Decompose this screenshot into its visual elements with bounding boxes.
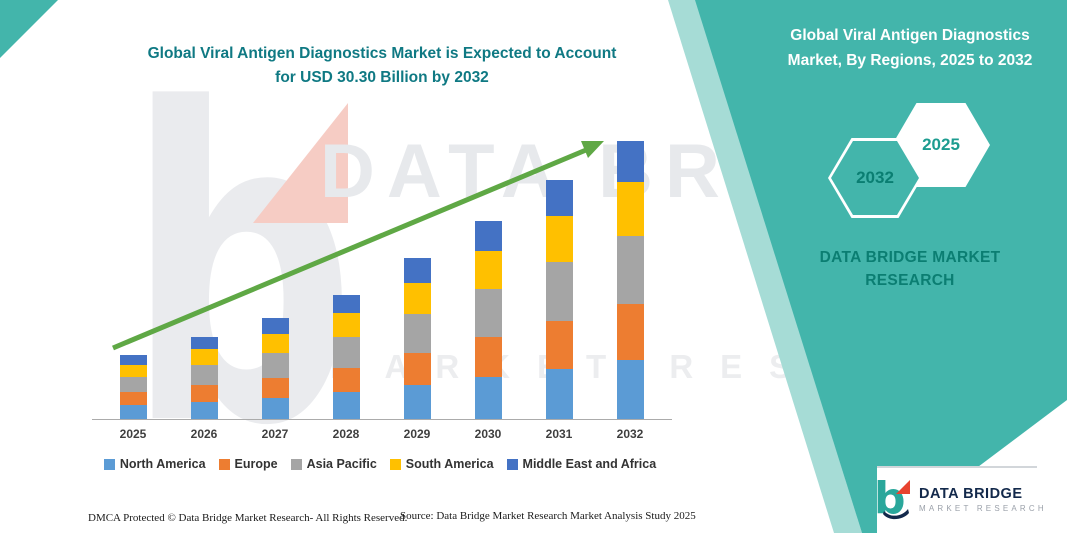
panel-brand-line1: DATA BRIDGE MARKET — [819, 249, 1001, 266]
right-teal-panel: Global Viral Antigen Diagnostics Market,… — [695, 0, 1067, 533]
bar-segment — [545, 262, 573, 321]
legend-item: South America — [389, 457, 494, 471]
bar-segment — [332, 337, 360, 368]
x-axis-label: 2025 — [119, 427, 147, 441]
x-axis-label: 2026 — [190, 427, 218, 441]
bar-segment — [616, 182, 644, 236]
bar-segment — [119, 405, 147, 419]
bar-segment — [403, 313, 431, 354]
bar-segment — [545, 320, 573, 369]
brand-logo-name: DATA BRIDGE — [919, 485, 1023, 502]
bar-segment — [261, 377, 289, 398]
bars-container: 2025 2026 2027 2028 2029 2030 2031 2032 — [92, 130, 672, 441]
x-axis-label: 2027 — [261, 427, 289, 441]
stacked-bar-2030 — [474, 220, 502, 419]
bar-segment — [190, 349, 218, 365]
brand-logo-text: DATA BRIDGE MARKET RESEARCH — [919, 486, 1047, 513]
legend-item: Europe — [218, 457, 278, 471]
bar-segment — [190, 364, 218, 386]
bar-segment — [403, 353, 431, 386]
stacked-bar-2032 — [616, 141, 644, 419]
chart-legend: North America Europe Asia Pacific South Ame… — [80, 457, 680, 471]
x-axis-label: 2028 — [332, 427, 360, 441]
legend-label: Middle East and Africa — [522, 457, 657, 471]
panel-brand-line2: RESEARCH — [865, 272, 955, 290]
bar-segment — [332, 392, 360, 419]
bar-segment — [474, 288, 502, 338]
bar-segment — [616, 235, 644, 305]
legend-swatch — [506, 458, 518, 470]
bar-segment — [119, 354, 147, 365]
x-axis-label: 2031 — [545, 427, 573, 441]
bar-segment — [261, 333, 289, 353]
bar-segment — [474, 337, 502, 377]
bar-segment — [403, 283, 431, 314]
x-axis-label: 2030 — [474, 427, 502, 441]
stacked-bar-chart: 2025 2026 2027 2028 2029 2030 2031 2032 — [92, 130, 672, 441]
bar-segment — [616, 360, 644, 419]
brand-logo-tagline: MARKET RESEARCH — [919, 503, 1047, 513]
footer-source-text: Source: Data Bridge Market Research Mark… — [400, 510, 696, 522]
legend-swatch — [389, 458, 401, 470]
bar-segment — [545, 216, 573, 263]
legend-label: Asia Pacific — [306, 457, 377, 471]
chart-title: Global Viral Antigen Diagnostics Market … — [92, 42, 672, 90]
panel-title-line2: Market, By Regions, 2025 to 2032 — [787, 51, 1033, 69]
legend-item: Middle East and Africa — [506, 457, 657, 471]
bar-segment — [474, 376, 502, 419]
stacked-bar-2026 — [190, 337, 218, 419]
chart-title-line2: for USD 30.30 Billion by 2032 — [275, 69, 489, 87]
stacked-bar-2028 — [332, 295, 360, 419]
stacked-bar-2025 — [119, 354, 147, 419]
logo-background — [877, 466, 1067, 533]
x-axis-line — [92, 419, 672, 420]
bar-segment — [119, 364, 147, 377]
x-axis-label: 2029 — [403, 427, 431, 441]
bar-segment — [190, 385, 218, 402]
panel-brand-text: DATA BRIDGE MARKET RESEARCH — [770, 246, 1050, 293]
top-left-corner-accent — [0, 0, 58, 58]
legend-item: Asia Pacific — [290, 457, 377, 471]
legend-swatch — [290, 458, 302, 470]
data-bridge-b-icon: b — [874, 477, 910, 521]
bar-segment — [190, 401, 218, 419]
bar-segment — [190, 337, 218, 350]
panel-title-line1: Global Viral Antigen Diagnostics — [790, 27, 1030, 44]
hexagon-2032: 2032 — [828, 138, 922, 218]
chart-title-line1: Global Viral Antigen Diagnostics Market … — [147, 45, 617, 62]
hexagon-2032-label: 2032 — [831, 141, 919, 215]
legend-label: North America — [119, 457, 206, 471]
bar-segment — [616, 141, 644, 183]
bar-segment — [616, 304, 644, 361]
stacked-bar-2031 — [545, 180, 573, 419]
bar-segment — [261, 397, 289, 419]
bar-segment — [261, 352, 289, 378]
bar-segment — [474, 251, 502, 289]
bar-segment — [403, 385, 431, 419]
bar-segment — [545, 368, 573, 419]
legend-label: Europe — [234, 457, 278, 471]
bar-segment — [332, 313, 360, 338]
legend-swatch — [103, 458, 115, 470]
legend-label: South America — [405, 457, 494, 471]
brand-logo: b DATA BRIDGE MARKET RESEARCH — [872, 477, 1047, 521]
footer-dmca-text: DMCA Protected © Data Bridge Market Rese… — [88, 512, 408, 524]
bar-segment — [332, 367, 360, 393]
bar-segment — [119, 376, 147, 393]
bar-segment — [119, 392, 147, 406]
svg-text:b: b — [874, 477, 906, 521]
stacked-bar-2027 — [261, 318, 289, 419]
bar-segment — [261, 318, 289, 334]
panel-title: Global Viral Antigen Diagnostics Market,… — [760, 24, 1060, 74]
legend-item: North America — [103, 457, 206, 471]
bar-segment — [474, 220, 502, 252]
stacked-bar-2029 — [403, 258, 431, 419]
x-axis-label: 2032 — [616, 427, 644, 441]
legend-swatch — [218, 458, 230, 470]
logo-divider-line — [877, 466, 1037, 468]
bar-segment — [332, 295, 360, 314]
bar-segment — [403, 258, 431, 284]
bar-segment — [545, 180, 573, 217]
